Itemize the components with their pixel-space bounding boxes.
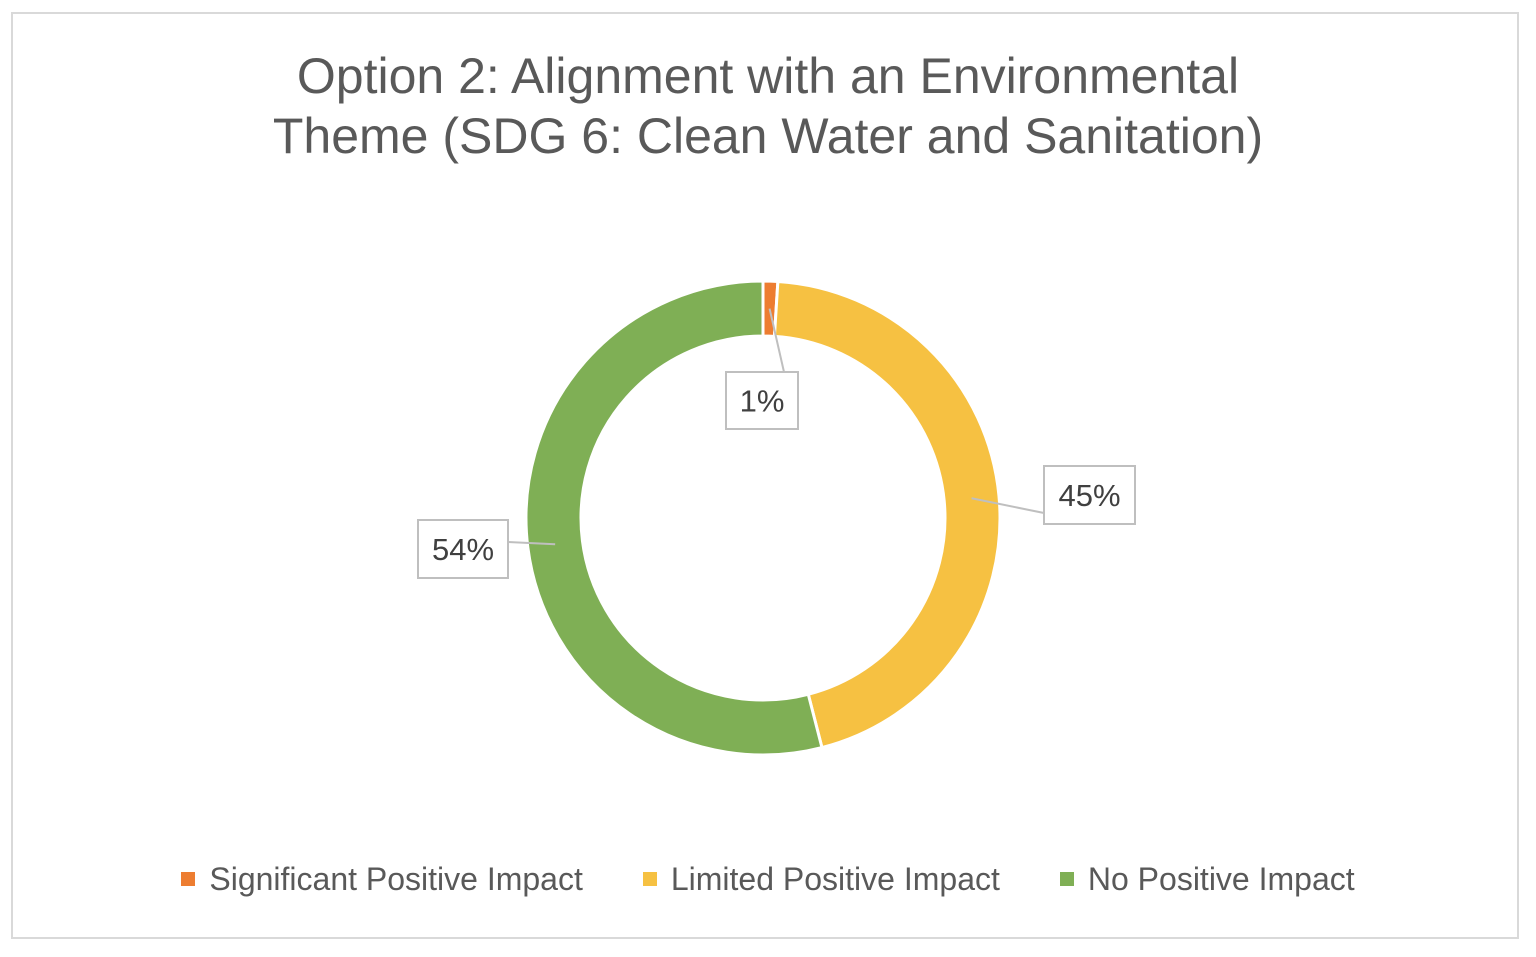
donut-slice-limited — [772, 279, 1002, 750]
data-label-none: 54% — [432, 532, 494, 567]
legend-label-limited: Limited Positive Impact — [670, 860, 1000, 897]
leader-line-limited — [971, 497, 1045, 514]
legend-item-none: No Positive Impact — [1059, 860, 1355, 898]
data-label-box-none — [417, 519, 509, 579]
legend-swatch-significant — [181, 872, 196, 886]
chart-title-line-1: Option 2: Alignment with an Environmenta… — [296, 48, 1240, 104]
data-label-significant: 1% — [740, 384, 785, 419]
data-label-box-significant — [725, 371, 799, 430]
data-label-callouts: 1% 45% 54% — [417, 308, 1136, 579]
donut-slice-none — [524, 279, 824, 757]
legend-swatch-limited — [642, 872, 657, 886]
data-label-limited: 45% — [1058, 478, 1120, 513]
leader-line-none — [507, 541, 556, 546]
donut-slices — [524, 279, 1002, 757]
legend-item-significant: Significant Positive Impact — [181, 861, 583, 898]
legend-item-limited: Limited Positive Impact — [642, 860, 1000, 898]
leader-line-significant — [768, 308, 785, 373]
legend: Significant Positive Impact Limited Posi… — [0, 857, 1536, 901]
chart-frame — [11, 12, 1519, 939]
legend-label-significant: Significant Positive Impact — [209, 860, 583, 897]
data-label-box-limited — [1043, 465, 1136, 525]
legend-label-none: No Positive Impact — [1087, 860, 1355, 897]
legend-swatch-none — [1059, 872, 1074, 886]
chart-title-line-2: Theme (SDG 6: Clean Water and Sanitation… — [272, 108, 1264, 164]
chart-title: Option 2: Alignment with an Environmenta… — [0, 46, 1536, 166]
